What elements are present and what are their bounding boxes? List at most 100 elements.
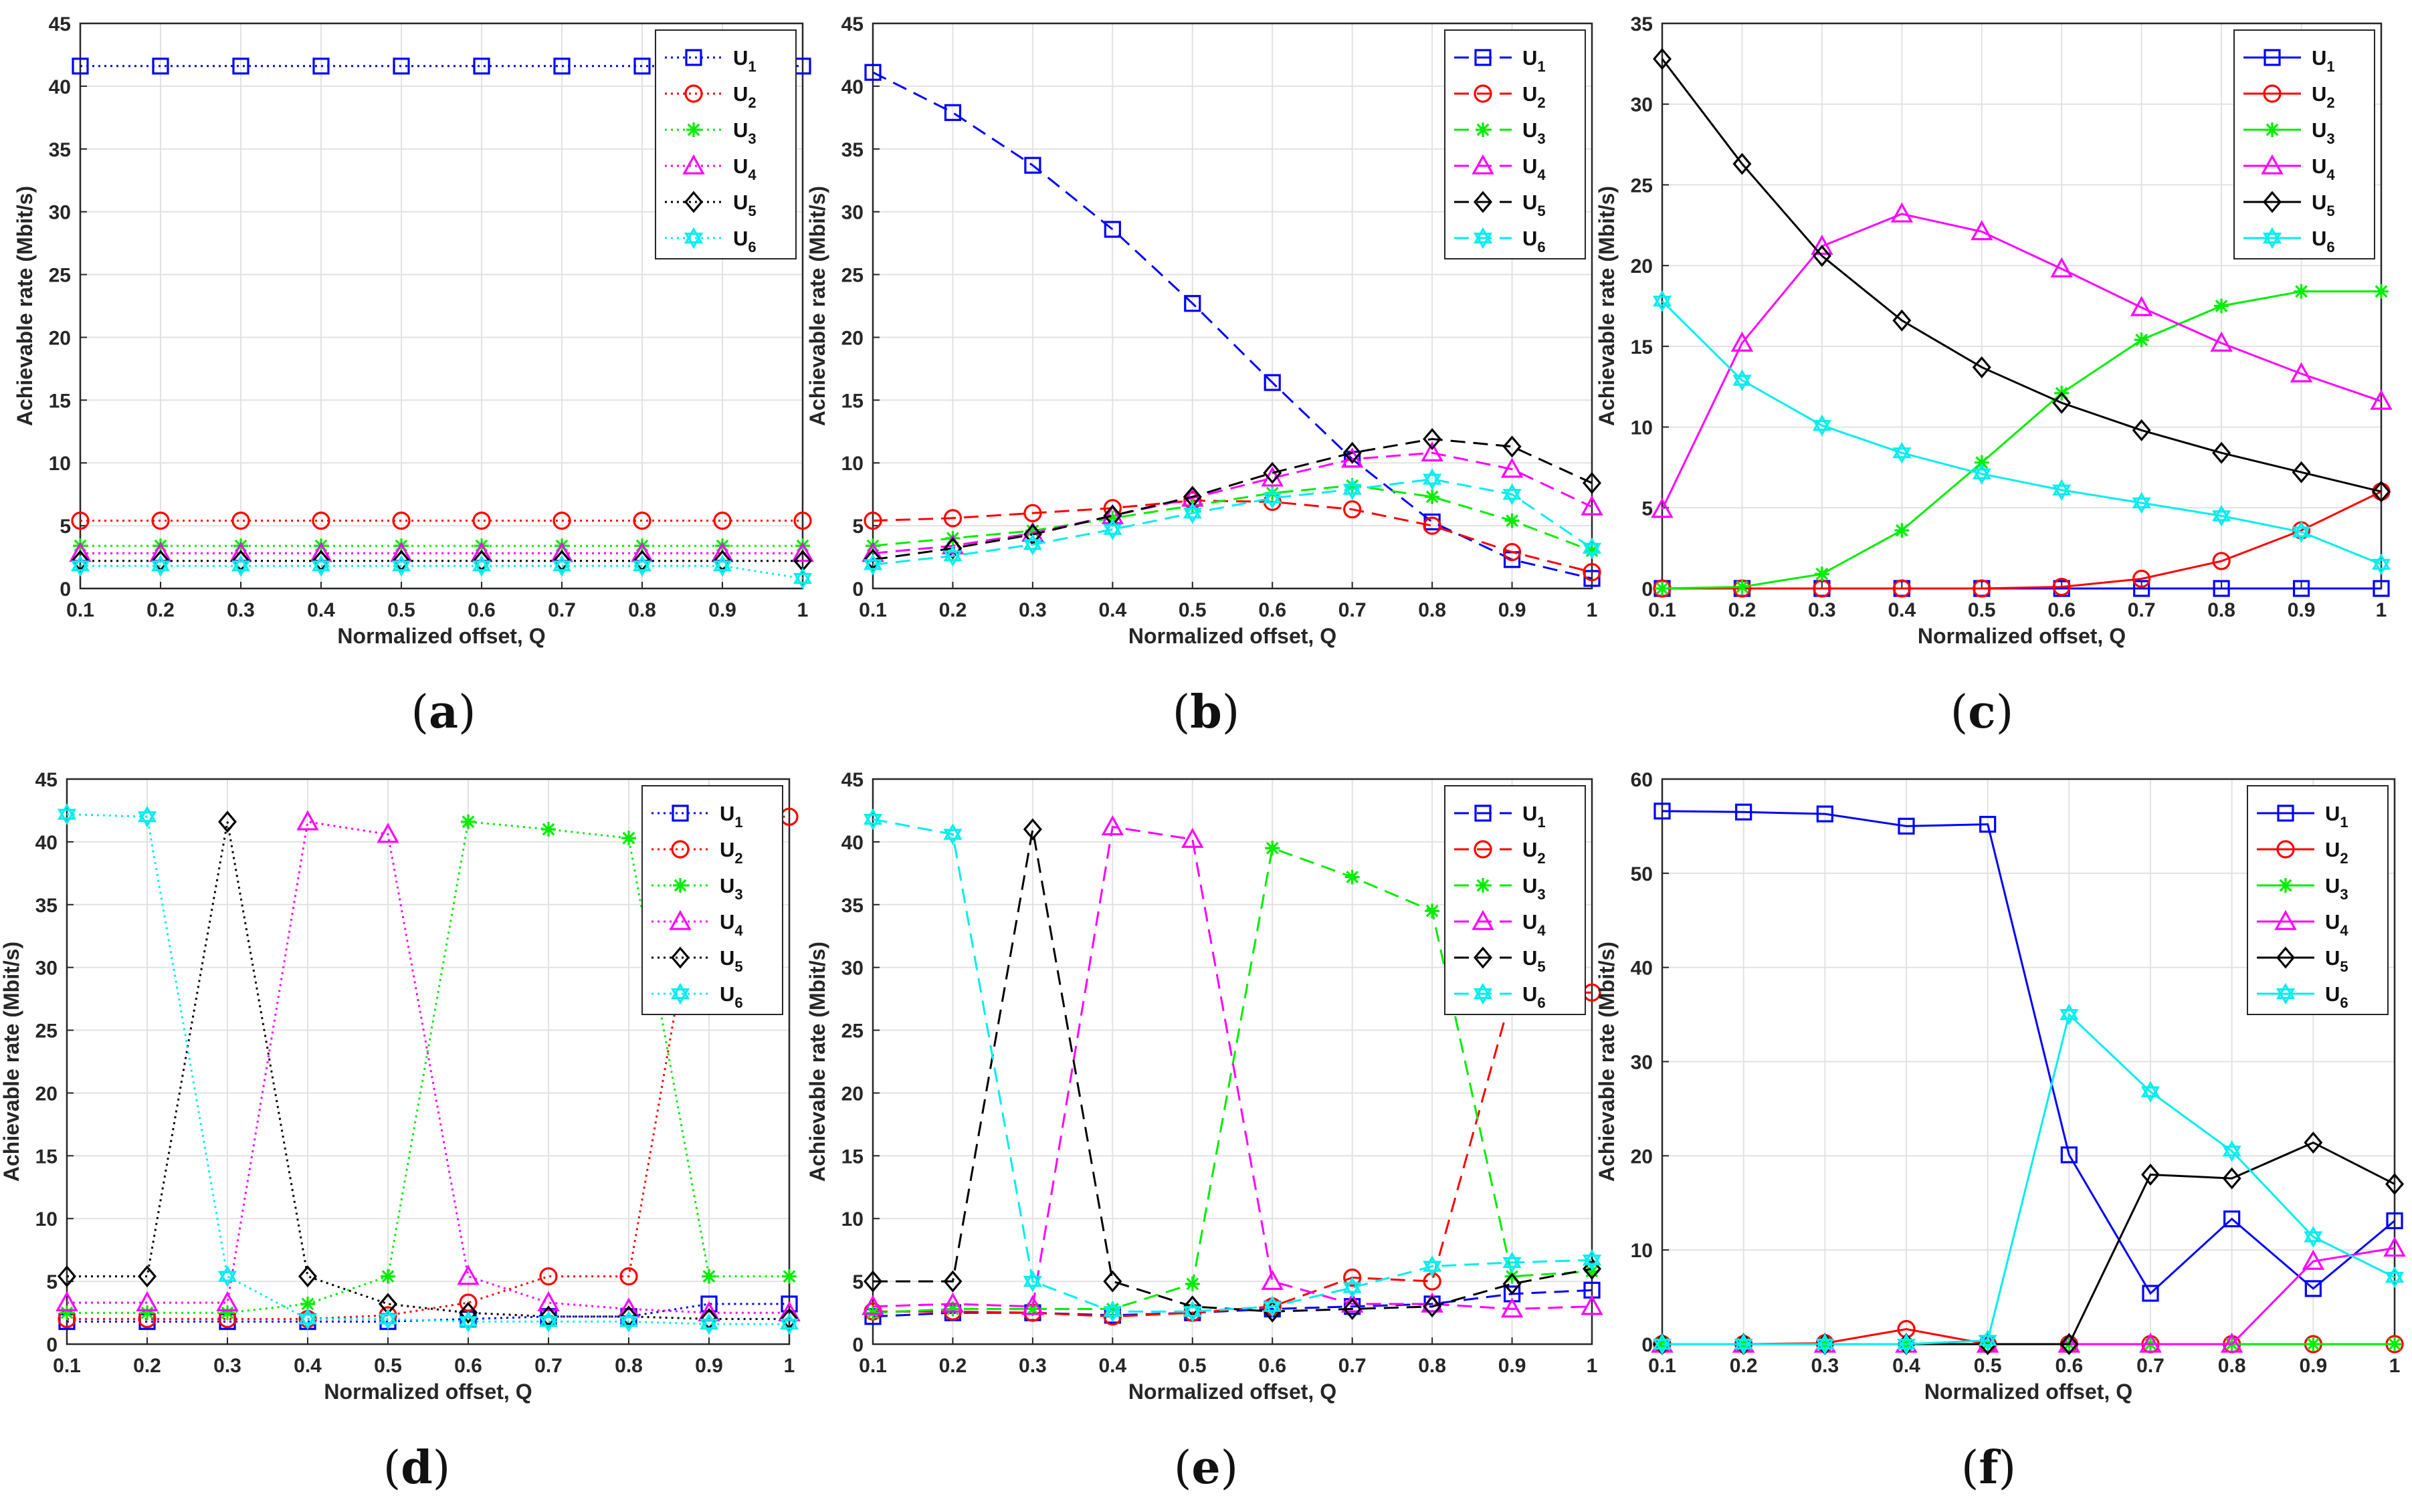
x-tick-label: 0.2: [146, 599, 175, 621]
data-point-U4: [1811, 234, 1833, 255]
x-tick-label: 0.5: [1968, 599, 1996, 621]
y-tick-label: 0: [60, 578, 71, 601]
series-U3: [866, 841, 1599, 1321]
data-point-U4: [296, 810, 319, 831]
legend-marker-U4: [1472, 909, 1494, 930]
data-point-U3: [782, 1269, 797, 1284]
data-point-U1: [1653, 802, 1671, 820]
data-point-U5: [1583, 471, 1601, 494]
data-point-U4: [2050, 257, 2073, 278]
series-line-U5: [1661, 58, 2382, 493]
legend-marker-U3: [673, 878, 688, 893]
data-point-U1: [2304, 1280, 2322, 1297]
data-point-U4: [2220, 1332, 2243, 1353]
series-line-U2: [67, 815, 789, 1320]
data-point-U6: [1815, 1333, 1835, 1350]
data-point-U4: [1651, 498, 1674, 518]
data-point-U6: [1023, 1275, 1042, 1293]
data-point-U6: [391, 560, 411, 577]
x-tick-label: 0.7: [534, 1355, 563, 1377]
y-tick-label: 5: [852, 1271, 864, 1293]
y-tick-label: 0: [46, 1334, 58, 1356]
data-point-U5: [1423, 1295, 1442, 1318]
data-point-U2: [793, 511, 812, 530]
data-point-U1: [633, 58, 651, 75]
data-point-U1: [2060, 1146, 2078, 1164]
legend-marker-U2: [2263, 84, 2282, 103]
data-point-U6: [217, 1271, 237, 1287]
data-point-U6: [943, 823, 963, 840]
chart-panel-e: 0.1 0.2 0.3 0.4 0.5 0.6 0.7 0.8 0.9 1051015202530…: [805, 769, 1603, 1404]
data-point-U1: [312, 58, 330, 75]
data-point-U2: [71, 511, 90, 530]
data-point-U5: [1653, 47, 1672, 70]
legend-marker-U2: [684, 84, 703, 103]
data-point-U4: [56, 1291, 78, 1311]
legend-marker-U1: [685, 49, 702, 66]
data-point-U1: [393, 58, 410, 75]
data-point-U2: [1423, 516, 1441, 535]
data-point-U6: [712, 555, 732, 572]
data-point-U3: [1025, 523, 1040, 538]
data-point-U2: [151, 511, 170, 530]
data-point-U1: [1735, 803, 1752, 821]
series-U4: [862, 441, 1603, 562]
data-point-U5: [943, 537, 963, 560]
y-tick-label: 10: [1631, 1240, 1653, 1262]
x-axis-label: Normalized offset, Q: [1918, 624, 2126, 648]
data-point-U4: [457, 1265, 480, 1285]
data-point-U4: [2130, 296, 2153, 316]
data-point-U6: [1103, 524, 1122, 540]
chart-panel-d: 0.1 0.2 0.3 0.4 0.5 0.6 0.7 0.8 0.9 1051015202530…: [0, 769, 801, 1404]
data-point-U5: [864, 1270, 882, 1293]
data-point-U1: [1104, 221, 1121, 238]
y-tick-label: 5: [1641, 498, 1653, 520]
data-point-U4: [136, 1291, 159, 1311]
legend-marker-U4: [2261, 154, 2284, 175]
legend-marker-U5: [1474, 191, 1492, 213]
data-point-U6: [2132, 492, 2151, 509]
data-point-U5: [1583, 1257, 1601, 1280]
legend-box: [2233, 29, 2375, 259]
data-point-U6: [378, 1308, 398, 1325]
data-point-U6: [1978, 1329, 1997, 1346]
data-point-U6: [1423, 1261, 1442, 1277]
series-U1: [864, 1281, 1601, 1325]
data-point-U6: [1183, 502, 1202, 519]
series-line-U6: [1661, 300, 2382, 566]
data-point-U6: [1263, 487, 1282, 504]
data-point-U6: [1972, 468, 1991, 485]
panel-label-c: (c): [1950, 685, 2014, 739]
legend-marker-U1: [1474, 49, 1492, 66]
x-tick-label: 0.8: [1418, 599, 1446, 621]
y-tick-label: 40: [841, 76, 864, 98]
data-point-U6: [2292, 521, 2311, 538]
data-point-U5: [379, 1293, 397, 1315]
data-point-U4: [2290, 362, 2313, 383]
legend-marker-U2: [671, 840, 690, 859]
data-point-U4: [791, 542, 814, 562]
data-point-U6: [150, 555, 171, 572]
data-point-U3: [1585, 1264, 1599, 1279]
x-tick-label: 1: [797, 599, 809, 621]
series-U1: [1653, 802, 2403, 1302]
data-point-U3: [1504, 1269, 1520, 1284]
data-point-U6: [943, 550, 963, 567]
data-point-U6: [2059, 1003, 2079, 1020]
data-point-U4: [1261, 1269, 1284, 1290]
legend-box: [1444, 785, 1586, 1015]
data-point-U6: [458, 1316, 478, 1333]
y-axis-label: Achievable rate (Mbit/s): [13, 186, 37, 426]
legend-marker-U6: [1473, 232, 1493, 249]
data-point-U6: [1732, 374, 1752, 391]
data-point-U6: [1342, 483, 1362, 500]
y-axis-label: Achievable rate (Mbit/s): [1595, 942, 1619, 1182]
legend-marker-U6: [684, 232, 704, 249]
data-point-U3: [1974, 455, 1989, 470]
data-point-U3: [60, 1305, 74, 1321]
data-point-U4: [1500, 1297, 1524, 1318]
data-point-U6: [2222, 1140, 2241, 1157]
legend-marker-U5: [2263, 191, 2282, 213]
data-point-U5: [1732, 152, 1752, 175]
data-point-U1: [152, 58, 169, 75]
